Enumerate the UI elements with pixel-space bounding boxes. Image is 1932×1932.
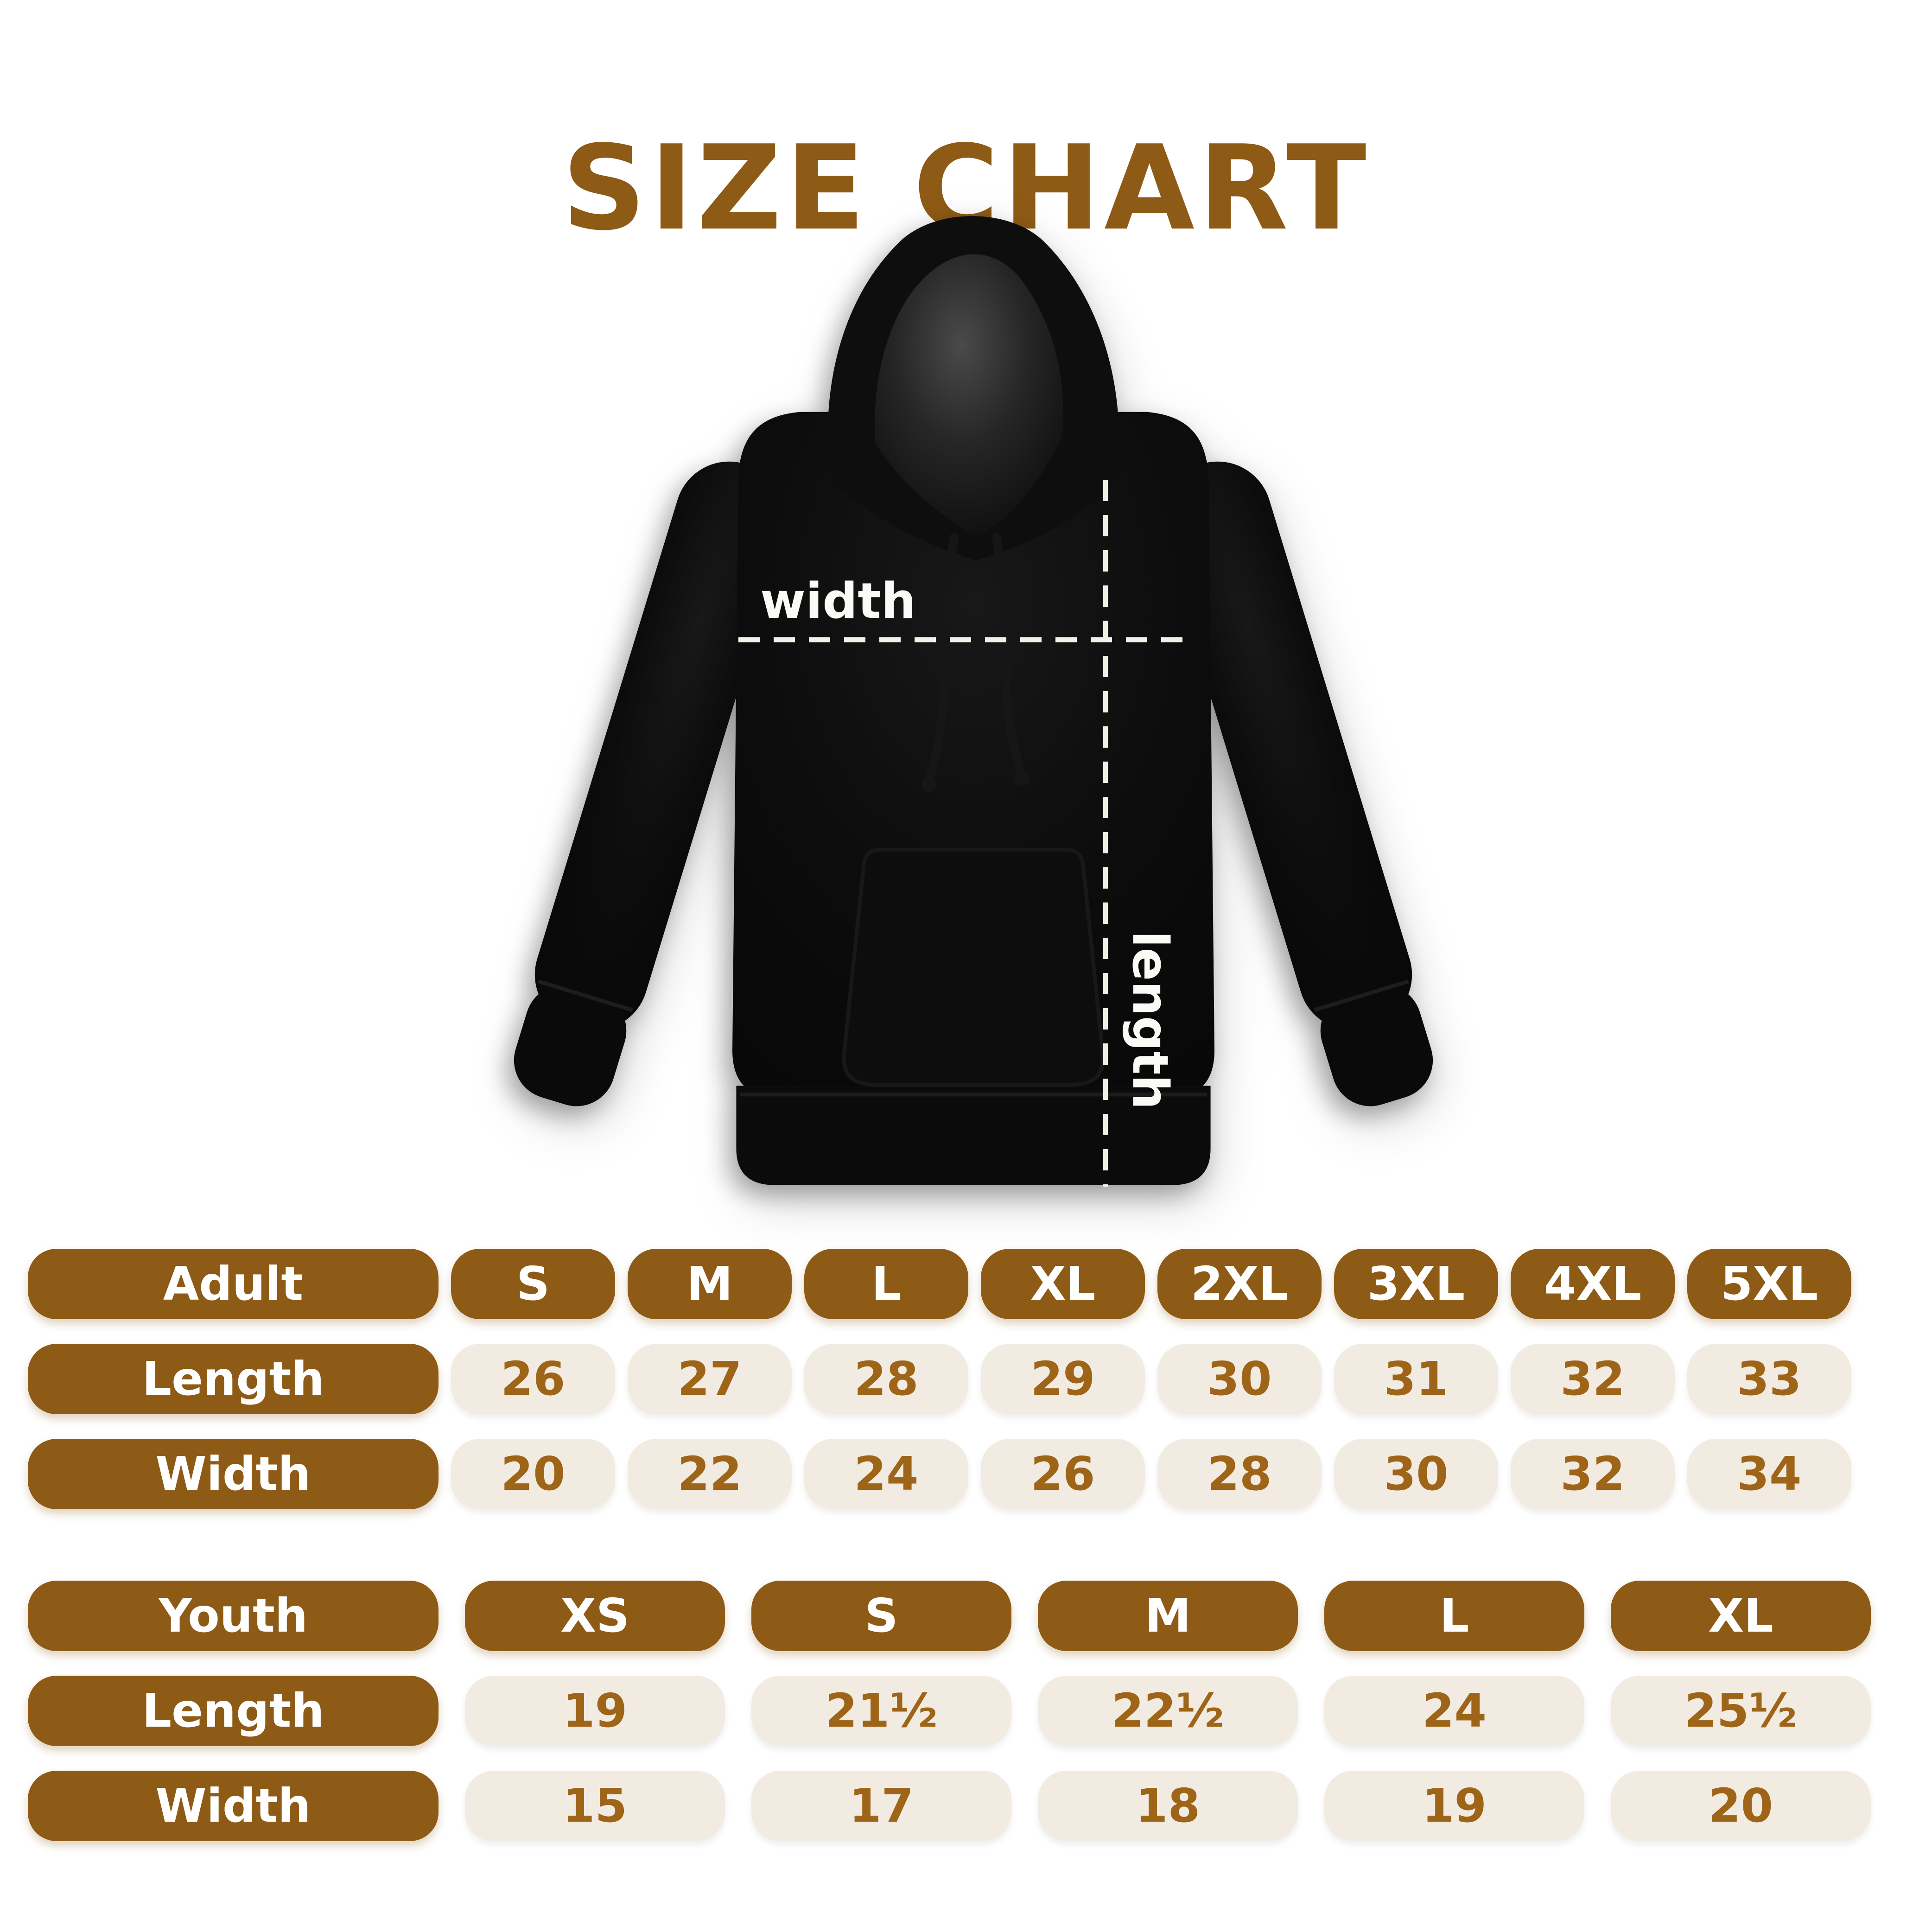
youth-size-header-cell: XL — [1611, 1581, 1871, 1651]
adult-width-value-cell: 34 — [1687, 1439, 1851, 1509]
youth-width-value-cell: 18 — [1038, 1771, 1298, 1841]
youth-table-title: Youth — [28, 1581, 439, 1651]
adult-size-header-cell: 5XL — [1687, 1249, 1851, 1319]
youth-length-value-cell: 24 — [1324, 1676, 1584, 1746]
adult-size-header-cell: XL — [981, 1249, 1145, 1319]
adult-length-value-cell: 33 — [1687, 1344, 1851, 1414]
adult-size-header-cell: S — [451, 1249, 615, 1319]
hoodie-illustration — [514, 216, 1433, 1185]
youth-width-value-cell: 17 — [751, 1771, 1011, 1841]
adult-table-title: Adult — [28, 1249, 439, 1319]
adult-length-value-cell: 27 — [628, 1344, 792, 1414]
youth-width-value-cell: 15 — [465, 1771, 725, 1841]
adult-width-value-cell: 30 — [1334, 1439, 1498, 1509]
youth-width-row-label: Width — [28, 1771, 439, 1841]
hoodie-hood-lining — [874, 254, 1064, 538]
youth-length-value-cell: 19 — [465, 1676, 725, 1746]
adult-width-value-cell: 22 — [628, 1439, 792, 1509]
youth-length-value-cell: 21½ — [751, 1676, 1011, 1746]
adult-length-row-label: Length — [28, 1344, 439, 1414]
adult-length-value-cell: 28 — [804, 1344, 968, 1414]
youth-length-row-label: Length — [28, 1676, 439, 1746]
hoodie-right-sleeve — [1158, 461, 1433, 1106]
youth-width-value-cell: 19 — [1324, 1771, 1584, 1841]
hoodie-left-sleeve — [514, 461, 789, 1106]
hoodie-body — [732, 412, 1214, 1099]
adult-width-row-label: Width — [28, 1439, 439, 1509]
adult-width-value-cell: 24 — [804, 1439, 968, 1509]
youth-size-header-cell: XS — [465, 1581, 725, 1651]
hoodie-drawstrings — [924, 533, 1026, 785]
adult-size-table: Adult S M L XL 2XL 3XL 4XL 5XL Length 26… — [28, 1249, 1851, 1509]
adult-length-value-cell: 30 — [1157, 1344, 1322, 1414]
length-measure-label: length — [1122, 931, 1179, 1110]
adult-length-value-cell: 26 — [451, 1344, 615, 1414]
youth-size-header-cell: S — [751, 1581, 1011, 1651]
adult-length-value-cell: 29 — [981, 1344, 1145, 1414]
adult-size-header-cell: 4XL — [1511, 1249, 1675, 1319]
width-measure-label: width — [760, 572, 916, 629]
youth-size-header-cell: L — [1324, 1581, 1584, 1651]
adult-width-value-cell: 32 — [1511, 1439, 1675, 1509]
hoodie-image — [491, 184, 1455, 1226]
adult-length-value-cell: 31 — [1334, 1344, 1498, 1414]
youth-size-table: Youth XS S M L XL Length 19 21½ 22½ 24 2… — [28, 1581, 1871, 1841]
youth-size-header-cell: M — [1038, 1581, 1298, 1651]
adult-size-header-cell: M — [628, 1249, 792, 1319]
hoodie-hem — [736, 1086, 1211, 1185]
adult-width-value-cell: 28 — [1157, 1439, 1322, 1509]
adult-size-header-cell: 3XL — [1334, 1249, 1498, 1319]
youth-length-value-cell: 25½ — [1611, 1676, 1871, 1746]
adult-width-value-cell: 20 — [451, 1439, 615, 1509]
youth-length-value-cell: 22½ — [1038, 1676, 1298, 1746]
adult-length-value-cell: 32 — [1511, 1344, 1675, 1414]
adult-size-header-cell: 2XL — [1157, 1249, 1322, 1319]
youth-width-value-cell: 20 — [1611, 1771, 1871, 1841]
hoodie-pocket — [842, 847, 1105, 1087]
adult-size-header-cell: L — [804, 1249, 968, 1319]
adult-width-value-cell: 26 — [981, 1439, 1145, 1509]
